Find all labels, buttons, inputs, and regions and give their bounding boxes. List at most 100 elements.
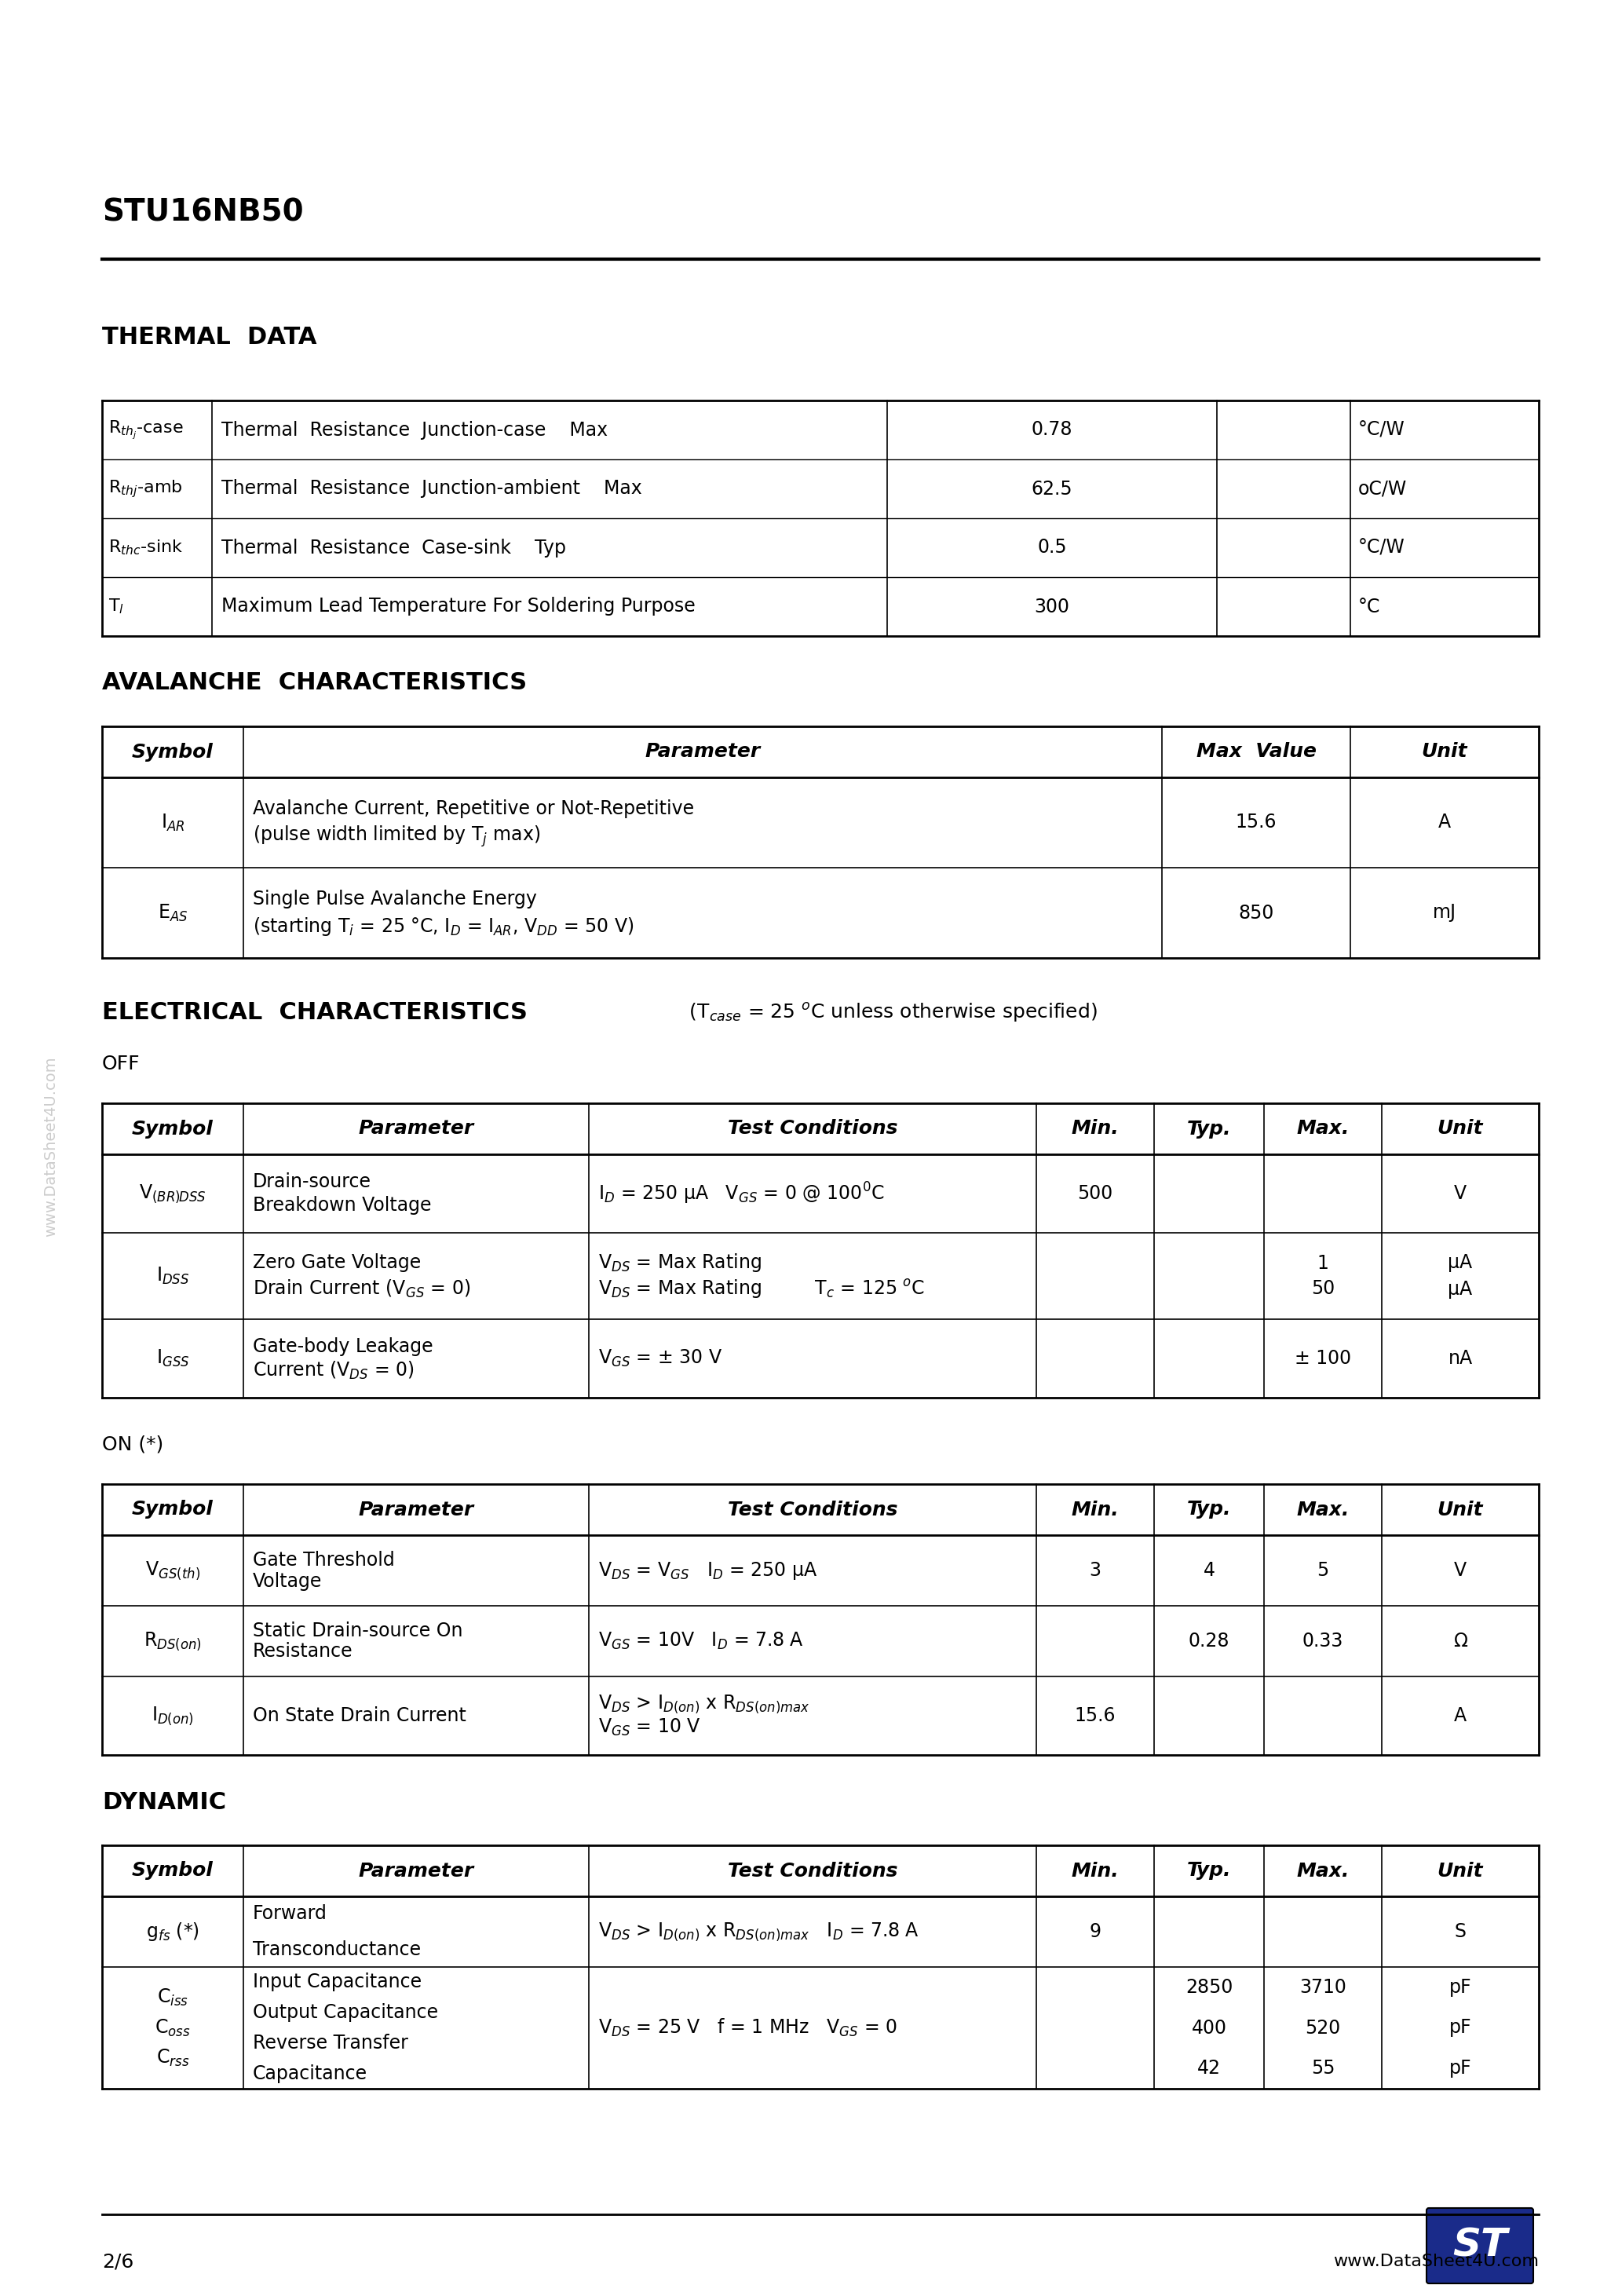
Text: oC/W: oC/W	[1358, 480, 1406, 498]
Text: pF: pF	[1448, 2060, 1471, 2078]
Text: °C/W: °C/W	[1358, 537, 1405, 558]
Text: 850: 850	[1238, 902, 1273, 923]
Text: μA: μA	[1448, 1254, 1473, 1272]
Text: Test Conditions: Test Conditions	[728, 1120, 897, 1139]
Text: R$_{th_j}$-case: R$_{th_j}$-case	[109, 418, 183, 441]
Text: 3710: 3710	[1299, 1977, 1346, 1998]
Text: 500: 500	[1077, 1185, 1113, 1203]
Text: Symbol: Symbol	[131, 1499, 214, 1520]
Text: 0.5: 0.5	[1036, 537, 1067, 558]
Text: A: A	[1439, 813, 1452, 831]
Text: Symbol: Symbol	[131, 1862, 214, 1880]
Text: Avalanche Current, Repetitive or Not-Repetitive: Avalanche Current, Repetitive or Not-Rep…	[253, 799, 694, 817]
Text: www.DataSheet4U.com: www.DataSheet4U.com	[44, 1056, 58, 1238]
Text: ELECTRICAL  CHARACTERISTICS: ELECTRICAL CHARACTERISTICS	[102, 1001, 527, 1024]
Text: STU16NB50: STU16NB50	[102, 197, 303, 227]
Text: OFF: OFF	[102, 1054, 139, 1075]
Text: Parameter: Parameter	[358, 1862, 474, 1880]
Text: Resistance: Resistance	[253, 1642, 354, 1660]
Text: On State Drain Current: On State Drain Current	[253, 1706, 466, 1724]
Text: 55: 55	[1311, 2060, 1335, 2078]
Text: C$_{oss}$: C$_{oss}$	[154, 2018, 191, 2039]
Text: 4: 4	[1204, 1561, 1215, 1580]
Text: Reverse Transfer: Reverse Transfer	[253, 2034, 409, 2053]
FancyBboxPatch shape	[1426, 2209, 1533, 2285]
Text: 15.6: 15.6	[1236, 813, 1277, 831]
Text: Input Capacitance: Input Capacitance	[253, 1972, 422, 1991]
Text: 400: 400	[1192, 2018, 1226, 2037]
Text: I$_{D(on)}$: I$_{D(on)}$	[151, 1706, 195, 1727]
Text: R$_{thj}$-amb: R$_{thj}$-amb	[109, 478, 183, 498]
Text: 1: 1	[1317, 1254, 1328, 1272]
Text: V$_{DS}$ > I$_{D(on)}$ x R$_{DS(on)max}$   I$_D$ = 7.8 A: V$_{DS}$ > I$_{D(on)}$ x R$_{DS(on)max}$…	[599, 1922, 920, 1942]
Text: V$_{DS}$ = V$_{GS}$   I$_D$ = 250 μA: V$_{DS}$ = V$_{GS}$ I$_D$ = 250 μA	[599, 1559, 817, 1582]
Text: ON (*): ON (*)	[102, 1435, 164, 1453]
Text: 2/6: 2/6	[102, 2252, 133, 2271]
Text: Single Pulse Avalanche Energy: Single Pulse Avalanche Energy	[253, 891, 537, 909]
Text: I$_{GSS}$: I$_{GSS}$	[156, 1348, 190, 1368]
Text: Parameter: Parameter	[646, 742, 761, 762]
Text: Thermal  Resistance  Case-sink    Typ: Thermal Resistance Case-sink Typ	[221, 537, 566, 558]
Text: 2850: 2850	[1186, 1977, 1233, 1998]
Text: V$_{(BR)DSS}$: V$_{(BR)DSS}$	[139, 1182, 206, 1205]
Text: Typ.: Typ.	[1187, 1499, 1231, 1520]
Text: Min.: Min.	[1072, 1862, 1119, 1880]
Text: mJ: mJ	[1432, 902, 1457, 923]
Text: www.DataSheet4U.com: www.DataSheet4U.com	[1333, 2255, 1539, 2268]
Text: C$_{rss}$: C$_{rss}$	[156, 2048, 190, 2069]
Text: C$_{iss}$: C$_{iss}$	[157, 1986, 188, 2007]
Text: V: V	[1453, 1185, 1466, 1203]
Text: 0.33: 0.33	[1302, 1632, 1343, 1651]
Text: Max.: Max.	[1296, 1499, 1350, 1520]
Text: 300: 300	[1035, 597, 1069, 615]
Text: Unit: Unit	[1421, 742, 1468, 762]
Text: 50: 50	[1311, 1279, 1335, 1297]
Text: 42: 42	[1197, 2060, 1221, 2078]
Text: V$_{DS}$ = Max Rating         T$_c$ = 125 $^o$C: V$_{DS}$ = Max Rating T$_c$ = 125 $^o$C	[599, 1277, 925, 1300]
Text: V$_{GS}$ = 10V   I$_D$ = 7.8 A: V$_{GS}$ = 10V I$_D$ = 7.8 A	[599, 1630, 805, 1651]
Text: Gate Threshold: Gate Threshold	[253, 1550, 394, 1568]
Text: Maximum Lead Temperature For Soldering Purpose: Maximum Lead Temperature For Soldering P…	[221, 597, 696, 615]
Text: V$_{GS}$ = ± 30 V: V$_{GS}$ = ± 30 V	[599, 1348, 722, 1368]
Text: Max  Value: Max Value	[1195, 742, 1315, 762]
Text: V$_{GS}$ = 10 V: V$_{GS}$ = 10 V	[599, 1717, 701, 1738]
Text: g$_{fs}$ (*): g$_{fs}$ (*)	[146, 1922, 200, 1942]
Text: Test Conditions: Test Conditions	[728, 1499, 897, 1520]
Text: V$_{DS}$ = Max Rating: V$_{DS}$ = Max Rating	[599, 1251, 761, 1274]
Text: E$_{AS}$: E$_{AS}$	[157, 902, 188, 923]
Text: V$_{DS}$ > I$_{D(on)}$ x R$_{DS(on)max}$: V$_{DS}$ > I$_{D(on)}$ x R$_{DS(on)max}$	[599, 1692, 809, 1715]
Text: Thermal  Resistance  Junction-ambient    Max: Thermal Resistance Junction-ambient Max	[221, 480, 642, 498]
Text: Unit: Unit	[1437, 1862, 1483, 1880]
Text: Static Drain-source On: Static Drain-source On	[253, 1621, 462, 1639]
Text: Drain-source: Drain-source	[253, 1173, 371, 1192]
Text: Test Conditions: Test Conditions	[728, 1862, 897, 1880]
Text: 9: 9	[1090, 1922, 1101, 1940]
Text: ± 100: ± 100	[1294, 1350, 1351, 1368]
Text: °C: °C	[1358, 597, 1380, 615]
Text: A: A	[1453, 1706, 1466, 1724]
Text: I$_{AR}$: I$_{AR}$	[161, 813, 185, 833]
Text: (T$_{case}$ = 25 $^{o}$C unless otherwise specified): (T$_{case}$ = 25 $^{o}$C unless otherwis…	[683, 1001, 1098, 1024]
Text: Symbol: Symbol	[131, 742, 214, 762]
Text: (starting T$_i$ = 25 °C, I$_D$ = I$_{AR}$, V$_{DD}$ = 50 V): (starting T$_i$ = 25 °C, I$_D$ = I$_{AR}…	[253, 916, 634, 937]
Text: R$_{DS(on)}$: R$_{DS(on)}$	[144, 1630, 201, 1651]
Text: Output Capacitance: Output Capacitance	[253, 2002, 438, 2023]
Text: pF: pF	[1448, 2018, 1471, 2037]
Text: Typ.: Typ.	[1187, 1862, 1231, 1880]
Text: I$_D$ = 250 μA   V$_{GS}$ = 0 @ 100$^0$C: I$_D$ = 250 μA V$_{GS}$ = 0 @ 100$^0$C	[599, 1180, 884, 1205]
Text: Ω: Ω	[1453, 1632, 1468, 1651]
Text: R$_{thc}$-sink: R$_{thc}$-sink	[109, 540, 183, 558]
Text: V$_{DS}$ = 25 V   f = 1 MHz   V$_{GS}$ = 0: V$_{DS}$ = 25 V f = 1 MHz V$_{GS}$ = 0	[599, 2018, 897, 2039]
Text: Symbol: Symbol	[131, 1120, 214, 1139]
Text: pF: pF	[1448, 1977, 1471, 1998]
Text: Unit: Unit	[1437, 1120, 1483, 1139]
Text: Max.: Max.	[1296, 1120, 1350, 1139]
Text: °C/W: °C/W	[1358, 420, 1405, 439]
Text: 3: 3	[1090, 1561, 1101, 1580]
Text: Voltage: Voltage	[253, 1573, 323, 1591]
Text: Zero Gate Voltage: Zero Gate Voltage	[253, 1254, 422, 1272]
Text: Unit: Unit	[1437, 1499, 1483, 1520]
Text: I$_{DSS}$: I$_{DSS}$	[156, 1265, 190, 1286]
Text: T$_l$: T$_l$	[109, 597, 123, 615]
Text: μA: μA	[1448, 1279, 1473, 1297]
